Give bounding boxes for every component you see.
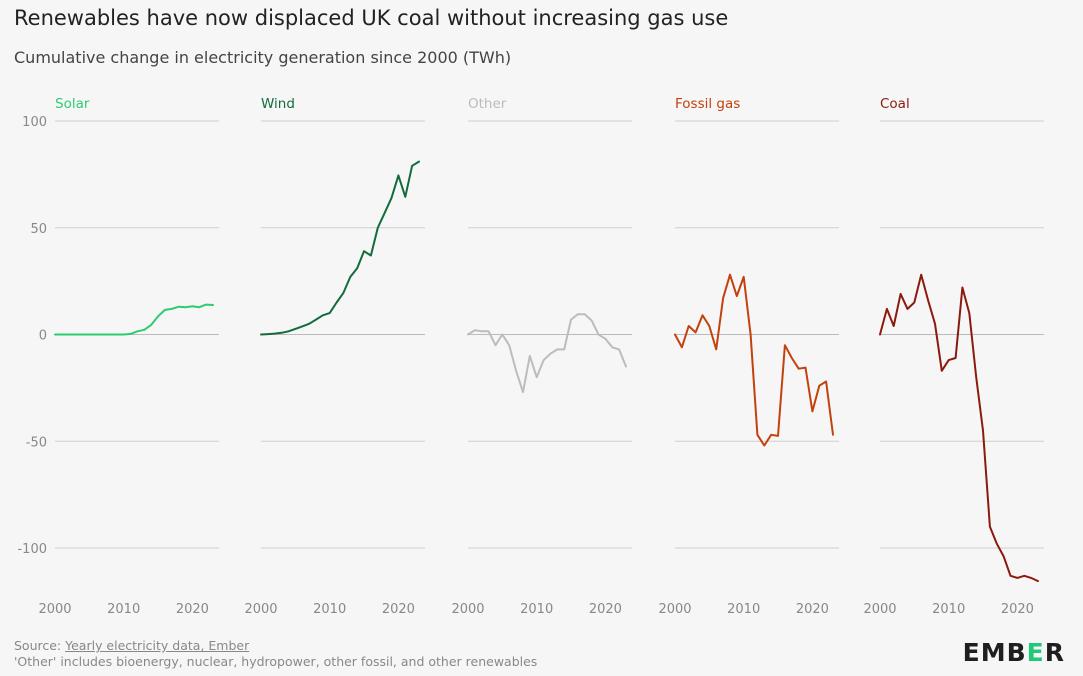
chart-title: Renewables have now displaced UK coal wi… bbox=[14, 6, 729, 30]
logo-main: EMB bbox=[962, 638, 1027, 667]
source-prefix: Source: bbox=[14, 638, 66, 653]
series-line bbox=[260, 160, 420, 336]
x-tick-label: 2010 bbox=[107, 602, 140, 617]
x-tick-label: 2010 bbox=[313, 602, 346, 617]
y-tick-label: -50 bbox=[26, 435, 47, 450]
x-tick-label: 2020 bbox=[589, 602, 622, 617]
x-tick-label: 2010 bbox=[520, 602, 553, 617]
series-line bbox=[674, 273, 834, 447]
y-tick-label: 100 bbox=[22, 115, 47, 130]
x-tick-label: 2020 bbox=[176, 602, 209, 617]
logo-end: R bbox=[1044, 638, 1065, 667]
x-tick-label: 2000 bbox=[244, 602, 277, 617]
series-line bbox=[879, 273, 1039, 583]
small-multiples-chart: 100 50 0 -50 -100 Solar 2000 2010 2020 Wind 2000 20… bbox=[17, 96, 1044, 617]
x-tick-label: 2000 bbox=[863, 602, 896, 617]
x-tick-label: 2000 bbox=[38, 602, 71, 617]
panel-label: Wind bbox=[261, 96, 295, 112]
x-tick-label: 2000 bbox=[658, 602, 691, 617]
x-tick-label: 2000 bbox=[451, 602, 484, 617]
series-line bbox=[54, 303, 214, 336]
x-tick-label: 2020 bbox=[796, 602, 829, 617]
logo-accent: E bbox=[1026, 638, 1045, 667]
y-tick-label: 50 bbox=[30, 222, 47, 237]
x-tick-label: 2020 bbox=[382, 602, 415, 617]
panel-label: Coal bbox=[880, 96, 910, 112]
source-link[interactable]: Yearly electricity data, Ember bbox=[65, 638, 250, 653]
x-tick-label: 2020 bbox=[1001, 602, 1034, 617]
source-line: Source: Yearly electricity data, Ember bbox=[14, 638, 537, 654]
series-line bbox=[467, 313, 627, 394]
x-tick-label: 2010 bbox=[932, 602, 965, 617]
y-tick-label: -100 bbox=[17, 542, 47, 557]
y-tick-label: 0 bbox=[39, 329, 47, 344]
chart-subtitle: Cumulative change in electricity generat… bbox=[14, 48, 512, 67]
panel-label: Fossil gas bbox=[675, 96, 740, 112]
ember-logo: EMBER bbox=[963, 638, 1065, 667]
panel-label: Other bbox=[468, 96, 507, 112]
footer: Source: Yearly electricity data, Ember '… bbox=[14, 638, 537, 670]
footnote: 'Other' includes bioenergy, nuclear, hyd… bbox=[14, 654, 538, 669]
panel-label: Solar bbox=[55, 96, 90, 112]
x-tick-label: 2010 bbox=[727, 602, 760, 617]
